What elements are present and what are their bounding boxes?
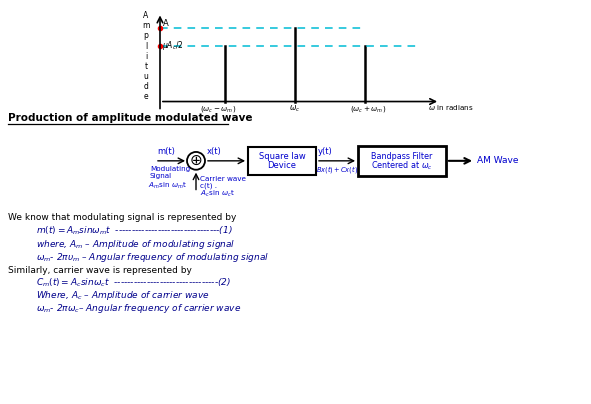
Text: Signal: Signal — [150, 173, 172, 179]
Text: A: A — [163, 19, 169, 28]
Text: Production of amplitude modulated wave: Production of amplitude modulated wave — [8, 113, 252, 123]
Text: Similarly, carrier wave is represented by: Similarly, carrier wave is represented b… — [8, 265, 192, 275]
Text: where, $A_m$ – Amplitude of modulating signal: where, $A_m$ – Amplitude of modulating s… — [36, 238, 235, 251]
Text: AM Wave: AM Wave — [477, 156, 518, 165]
Text: A
m
p
l
i
t
u
d
e: A m p l i t u d e — [142, 11, 150, 101]
Text: Centered at $\omega_c$: Centered at $\omega_c$ — [371, 160, 433, 172]
Text: $\omega_m$- 2$\pi\omega_c$– Angular frequency of carrier wave: $\omega_m$- 2$\pi\omega_c$– Angular freq… — [36, 302, 241, 315]
Text: c(t) .: c(t) . — [200, 183, 217, 189]
Text: Square law: Square law — [259, 152, 306, 161]
Text: $\omega_m$- 2$\pi\upsilon_m$ – Angular frequency of modulating signal: $\omega_m$- 2$\pi\upsilon_m$ – Angular f… — [36, 251, 269, 264]
Text: y(t): y(t) — [318, 147, 333, 156]
Text: Modulating: Modulating — [150, 166, 190, 172]
Text: $m(t) = A_m sin\omega_m t$  --------------------------------(1): $m(t) = A_m sin\omega_m t$ -------------… — [36, 225, 233, 238]
Text: $\oplus$: $\oplus$ — [189, 154, 203, 168]
Text: $(\omega_c + \omega_m)$: $(\omega_c + \omega_m)$ — [350, 104, 386, 114]
Text: $\omega_c$: $\omega_c$ — [290, 103, 301, 114]
Text: Carrier wave: Carrier wave — [200, 176, 246, 182]
Text: Bandpass Filter: Bandpass Filter — [371, 152, 433, 161]
Text: Where, $A_c$ – Amplitude of carrier wave: Where, $A_c$ – Amplitude of carrier wave — [36, 289, 210, 302]
Text: Device: Device — [268, 161, 297, 170]
Text: $Bx(t)+Cx(t)$: $Bx(t)+Cx(t)$ — [316, 164, 358, 175]
Text: $(\omega_c - \omega_m)$: $(\omega_c - \omega_m)$ — [200, 104, 236, 114]
Text: $\mu A_c$/2: $\mu A_c$/2 — [162, 39, 184, 52]
Text: m(t): m(t) — [157, 147, 175, 156]
Text: $\omega$ in radians: $\omega$ in radians — [428, 103, 474, 112]
Text: We know that modulating signal is represented by: We know that modulating signal is repres… — [8, 213, 236, 222]
FancyBboxPatch shape — [358, 146, 446, 176]
Text: x(t): x(t) — [207, 147, 222, 156]
FancyBboxPatch shape — [248, 147, 316, 175]
Text: $C_m(t) = A_c sin\omega_c t$  --------------------------------(2): $C_m(t) = A_c sin\omega_c t$ -----------… — [36, 276, 231, 289]
Text: $A_m$sin $\omega_m$t: $A_m$sin $\omega_m$t — [148, 181, 187, 191]
Text: $A_c$sin $\omega_c$t: $A_c$sin $\omega_c$t — [200, 188, 235, 199]
